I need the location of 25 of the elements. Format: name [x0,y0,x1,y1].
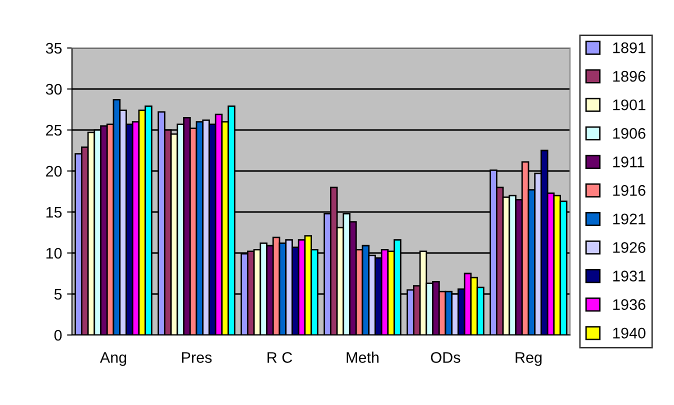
x-tick-label: Reg [516,352,542,366]
x-tick-label: Ang [100,352,126,366]
y-tick-label: 20 [46,166,62,177]
x-tick-label: Pres [182,352,212,363]
x-tick-label: ODs [430,352,460,363]
legend-label: 1926 [613,242,646,253]
legend-label: 1901 [613,99,646,110]
y-tick-label: 10 [46,248,62,259]
legend-label: 1921 [613,214,646,224]
legend-label: 1940 [613,328,646,339]
legend-label: 1936 [613,299,646,310]
legend-label: 1931 [613,270,646,282]
y-tick-label: 25 [46,124,62,136]
legend-label: 1906 [613,128,646,139]
y-tick-label: 0 [54,330,62,341]
y-tick-label: 5 [54,289,62,300]
legend-label: 1891 [613,42,646,54]
y-tick-label: 30 [46,84,62,95]
legend-label: 1916 [613,185,646,196]
legend-label: 1911 [613,156,644,168]
y-tick-label: 15 [46,207,62,218]
x-tick-label: Meth [346,352,378,363]
x-tick-label: R C [268,352,292,363]
legend-label: 1896 [613,70,646,82]
y-tick-label: 35 [46,42,62,54]
